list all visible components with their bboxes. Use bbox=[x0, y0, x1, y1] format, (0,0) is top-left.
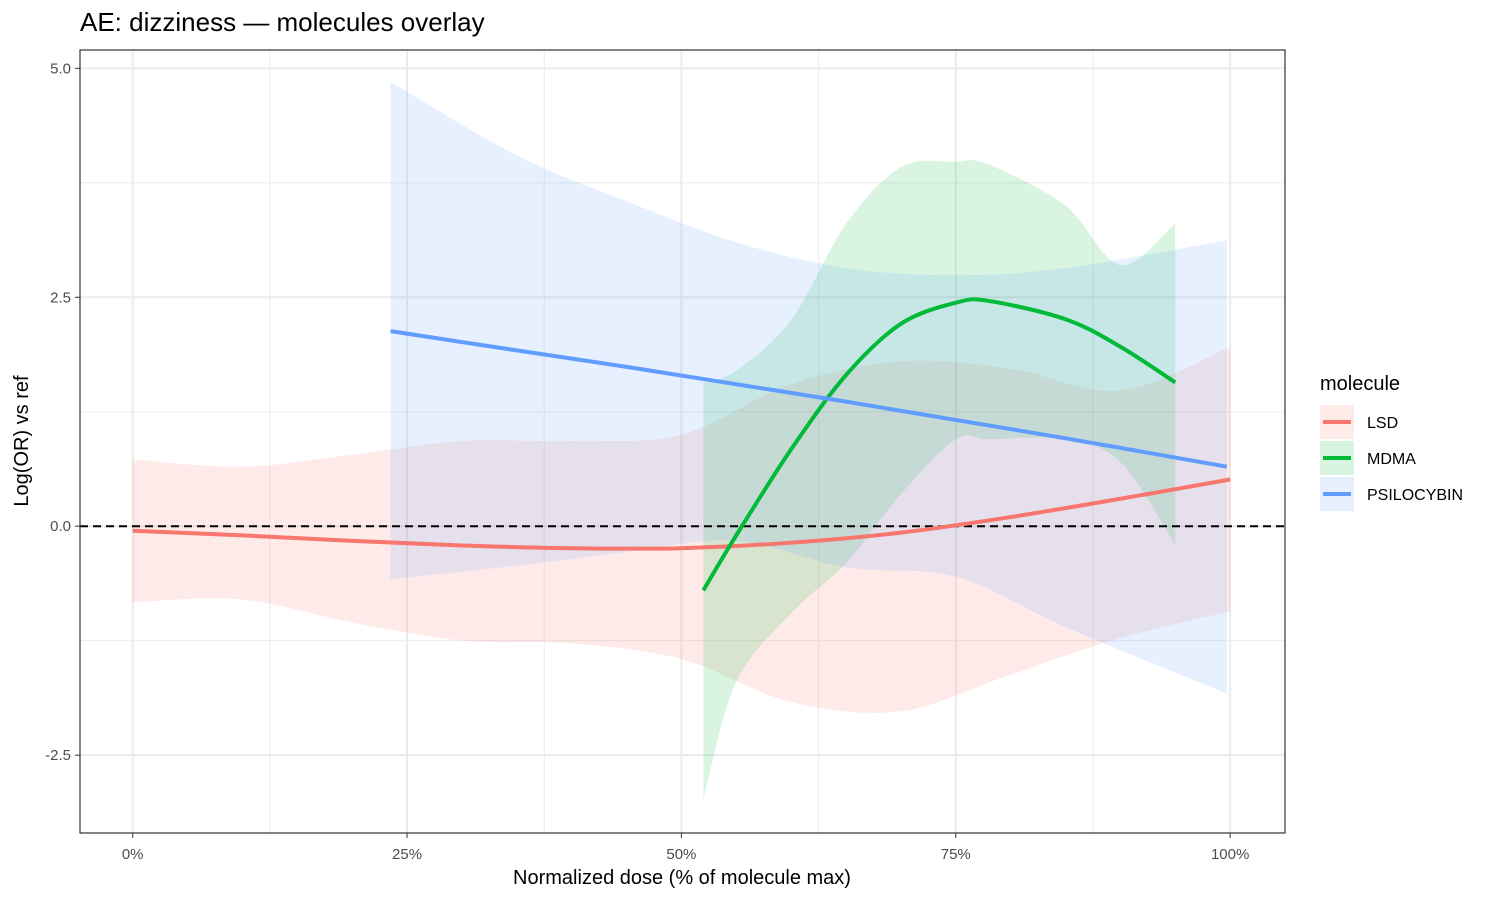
y-axis-title: Log(OR) vs ref bbox=[11, 375, 33, 507]
series-lines bbox=[132, 297, 1231, 592]
ribbon-lsd bbox=[132, 346, 1231, 713]
legend-label-lsd: LSD bbox=[1367, 415, 1398, 432]
ribbon-mdma bbox=[703, 160, 1176, 800]
line-mdma bbox=[701, 297, 1177, 592]
y-tick-label: -2.5 bbox=[45, 747, 71, 764]
line-psilocybin bbox=[390, 329, 1228, 469]
y-tick-label: 0.0 bbox=[50, 518, 71, 535]
grid-minor bbox=[80, 50, 1285, 833]
x-tick-label: 100% bbox=[1211, 846, 1249, 863]
chart-title: AE: dizziness — molecules overlay bbox=[80, 7, 485, 37]
ribbon-psilocybin bbox=[390, 82, 1227, 694]
x-axis-title: Normalized dose (% of molecule max) bbox=[513, 867, 851, 889]
y-axis: -2.5 0.0 2.5 5.0 bbox=[45, 60, 80, 764]
x-tick-label: 25% bbox=[392, 846, 422, 863]
x-axis: 0% 25% 50% 75% 100% bbox=[122, 833, 1249, 863]
y-tick-label: 2.5 bbox=[50, 289, 71, 306]
y-tick-label: 5.0 bbox=[50, 60, 71, 77]
x-tick-label: 75% bbox=[941, 846, 971, 863]
x-tick-label: 50% bbox=[666, 846, 696, 863]
legend-label-psilocybin: PSILOCYBIN bbox=[1367, 487, 1463, 504]
line-lsd bbox=[132, 477, 1231, 551]
plot-border bbox=[79, 49, 1286, 834]
legend: molecule LSD MDMA PSILOCYBIN bbox=[1320, 373, 1463, 511]
legend-title: molecule bbox=[1320, 373, 1400, 395]
legend-label-mdma: MDMA bbox=[1367, 451, 1416, 468]
confidence-ribbons bbox=[132, 82, 1231, 800]
x-tick-label: 0% bbox=[122, 846, 144, 863]
